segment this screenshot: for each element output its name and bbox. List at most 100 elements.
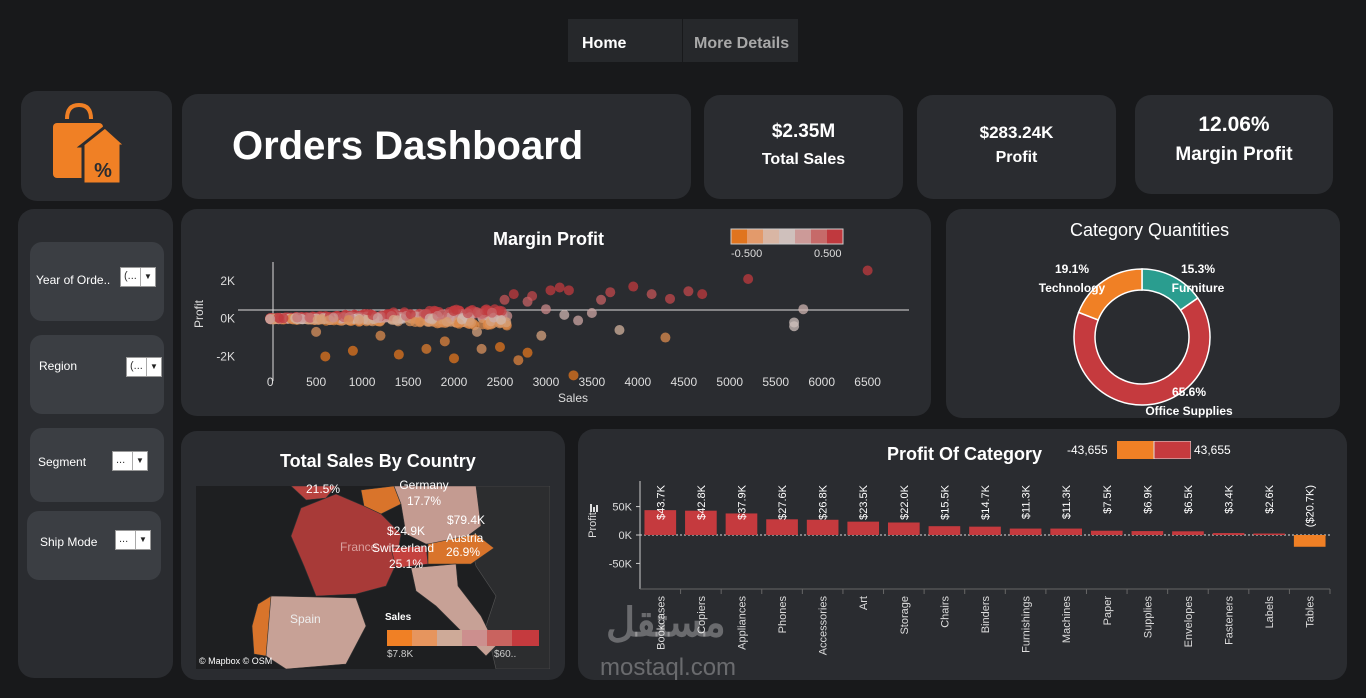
- scatter-point[interactable]: [660, 332, 671, 343]
- scatter-point[interactable]: [449, 353, 460, 364]
- scatter-point[interactable]: [495, 314, 506, 325]
- scatter-point[interactable]: [789, 321, 800, 332]
- page-title: Orders Dashboard: [232, 124, 584, 168]
- bar-labels[interactable]: [1253, 533, 1285, 535]
- bar-chairs[interactable]: [928, 526, 961, 535]
- map-label-france: France: [340, 540, 378, 554]
- scatter-point[interactable]: [540, 304, 551, 315]
- scatter-point[interactable]: [683, 286, 694, 297]
- region-dropdown[interactable]: (... ▼: [126, 357, 162, 377]
- bar-bookcases[interactable]: [644, 510, 677, 535]
- bar-fasteners[interactable]: [1212, 533, 1245, 535]
- segment-dropdown[interactable]: ... ▼: [112, 451, 148, 471]
- scatter-point[interactable]: [614, 325, 625, 335]
- scatter-point[interactable]: [278, 313, 289, 324]
- scatter-point[interactable]: [568, 370, 579, 381]
- scatter-point[interactable]: [494, 342, 505, 352]
- map-attribution[interactable]: © Mapbox © OSM: [199, 656, 273, 666]
- scatter-point[interactable]: [456, 314, 467, 325]
- year-dropdown[interactable]: (... ▼: [120, 267, 156, 287]
- scatter-xtick-label: 6000: [808, 375, 835, 389]
- scatter-point[interactable]: [414, 317, 425, 328]
- scatter-point[interactable]: [665, 293, 676, 304]
- scatter-point[interactable]: [646, 289, 657, 300]
- map-legend-title: Sales: [385, 612, 412, 623]
- bar-tables[interactable]: [1293, 535, 1326, 547]
- scatter-point[interactable]: [375, 330, 386, 341]
- scatter-point[interactable]: [372, 313, 383, 324]
- scatter-point[interactable]: [536, 330, 547, 341]
- scatter-point[interactable]: [743, 274, 754, 284]
- scatter-point[interactable]: [605, 287, 616, 298]
- bar-supplies[interactable]: [1131, 531, 1164, 535]
- scatter-point[interactable]: [862, 265, 873, 276]
- scatter-point[interactable]: [465, 317, 476, 328]
- map-country-portugal[interactable]: [251, 595, 272, 657]
- scatter-point[interactable]: [554, 282, 565, 293]
- scatter-point[interactable]: [265, 313, 276, 324]
- scatter-point[interactable]: [559, 309, 570, 320]
- bar-furnishings[interactable]: [1009, 528, 1042, 535]
- bar-appliances[interactable]: [725, 513, 758, 535]
- scatter-point[interactable]: [486, 307, 497, 318]
- scatter-point[interactable]: [311, 326, 322, 337]
- map-country-france[interactable]: [290, 493, 402, 597]
- watermark-arabic: مستقل: [606, 601, 726, 645]
- scatter-point[interactable]: [343, 315, 354, 326]
- scatter-xtick-label: 4000: [624, 375, 651, 389]
- scatter-point[interactable]: [405, 309, 416, 320]
- donut-slice-office-supplies[interactable]: [1073, 297, 1211, 406]
- ship-mode-dropdown[interactable]: ... ▼: [115, 530, 151, 550]
- scatter-point[interactable]: [573, 315, 584, 326]
- bar-binders[interactable]: [969, 526, 1001, 535]
- scatter-point[interactable]: [499, 294, 510, 305]
- map-country-austria[interactable]: [427, 533, 495, 565]
- scatter-point[interactable]: [451, 304, 462, 315]
- scatter-point[interactable]: [472, 307, 483, 318]
- scatter-point[interactable]: [421, 343, 432, 354]
- scatter-point[interactable]: [545, 285, 556, 296]
- scatter-point[interactable]: [508, 289, 519, 300]
- scatter-point[interactable]: [513, 355, 524, 366]
- bar-accessories[interactable]: [806, 519, 839, 535]
- scatter-point[interactable]: [522, 347, 533, 358]
- scatter-point[interactable]: [628, 281, 639, 292]
- tab-home[interactable]: Home: [568, 19, 682, 62]
- tab-more-details[interactable]: More Details: [683, 19, 798, 62]
- bar-phones[interactable]: [766, 519, 798, 535]
- scatter-point[interactable]: [353, 314, 364, 325]
- logo-panel: %: [21, 91, 172, 201]
- bar-envelopes[interactable]: [1172, 531, 1204, 535]
- scatter-point[interactable]: [522, 296, 533, 307]
- scatter-point[interactable]: [320, 351, 331, 362]
- scatter-point[interactable]: [563, 285, 574, 296]
- scatter-point[interactable]: [697, 289, 708, 300]
- scatter-point[interactable]: [471, 326, 482, 337]
- map-title: Total Sales By Country: [280, 451, 476, 471]
- scatter-point[interactable]: [328, 312, 339, 323]
- donut-slice-technology[interactable]: [1077, 268, 1143, 321]
- scatter-point[interactable]: [476, 343, 487, 354]
- scatter-point[interactable]: [439, 336, 450, 347]
- scatter-point[interactable]: [393, 349, 404, 360]
- scatter-point[interactable]: [392, 315, 403, 326]
- bar-category-label: Bookcases: [655, 596, 667, 650]
- bar-storage[interactable]: [887, 522, 920, 535]
- scatter-point[interactable]: [304, 312, 315, 323]
- scatter-point[interactable]: [347, 345, 358, 356]
- map-country-benelux[interactable]: [360, 486, 402, 515]
- bar-art[interactable]: [847, 521, 880, 535]
- scatter-point[interactable]: [798, 304, 809, 315]
- bar-copiers[interactable]: [685, 510, 717, 535]
- scatter-point[interactable]: [292, 312, 303, 323]
- scatter-point[interactable]: [432, 310, 443, 321]
- scatter-point[interactable]: [596, 294, 607, 305]
- bar-category-label: Tables: [1305, 596, 1317, 628]
- scatter-point[interactable]: [442, 317, 453, 328]
- scatter-point[interactable]: [316, 314, 327, 325]
- bar-machines[interactable]: [1050, 528, 1083, 535]
- bar-category-label: Envelopes: [1183, 596, 1195, 648]
- scatter-point[interactable]: [462, 308, 473, 319]
- scatter-point[interactable]: [586, 308, 597, 318]
- bar-paper[interactable]: [1090, 530, 1123, 535]
